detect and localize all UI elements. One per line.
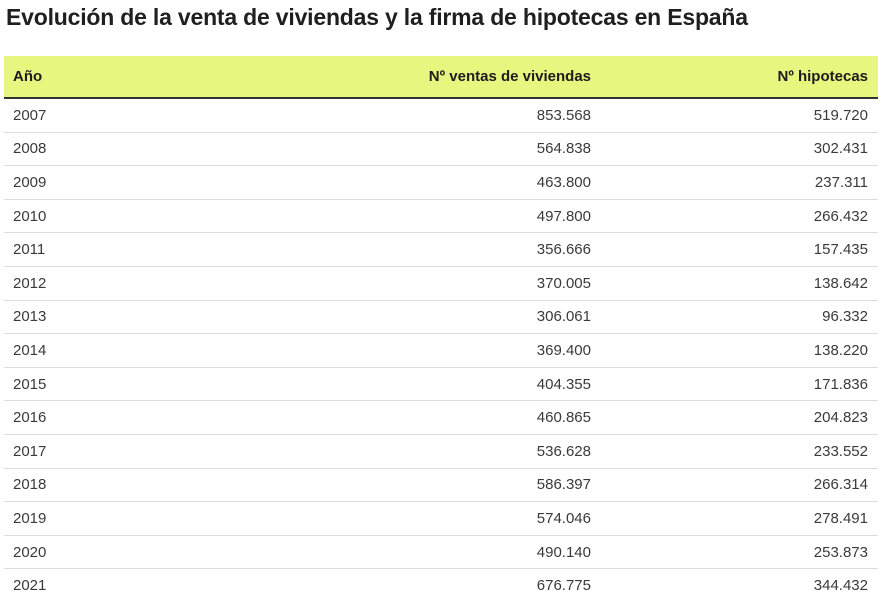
table-row: 2014 369.400 138.220 xyxy=(4,333,878,368)
cell-sales: 676.775 xyxy=(536,577,591,595)
cell-mortgages: 204.823 xyxy=(599,400,878,435)
table-row: 2021 676.775 344.432 xyxy=(4,569,878,602)
cell-year: 2015 xyxy=(4,367,201,402)
table-body: 2007 853.568 519.720 2008 564.838 302.431 2009… xyxy=(4,98,878,602)
column-header-year: Año xyxy=(4,56,201,99)
table-row: 2017 536.628 233.552 xyxy=(4,434,878,469)
cell-year: 2019 xyxy=(4,501,201,536)
cell-sales: 574.046 xyxy=(201,501,599,536)
cell-sales: 404.355 xyxy=(201,367,599,402)
cell-year: 2010 xyxy=(4,199,201,234)
table-row: 2019 574.046 278.491 xyxy=(4,501,878,536)
table-row: 2016 460.865 204.823 xyxy=(4,400,878,435)
table-row: 2007 853.568 519.720 xyxy=(4,98,878,133)
cell-mortgages: 344.432 xyxy=(813,577,868,595)
cell-mortgages: 138.220 xyxy=(599,333,878,368)
table-row: 2011 356.666 157.435 xyxy=(4,232,878,267)
cell-mortgages: 266.432 xyxy=(599,199,878,234)
cell-mortgages: 278.491 xyxy=(599,501,878,536)
table-row: 2018 586.397 266.314 xyxy=(4,468,878,503)
table-row: 2015 404.355 171.836 xyxy=(4,367,878,402)
cell-year: 2011 xyxy=(4,232,201,267)
cell-sales: 853.568 xyxy=(201,98,599,133)
column-header-sales: Nº ventas de viviendas xyxy=(201,56,599,99)
cell-mortgages: 266.314 xyxy=(599,468,878,503)
cell-year: 2013 xyxy=(4,300,201,335)
cell-mortgages: 96.332 xyxy=(599,300,878,335)
cell-year: 2017 xyxy=(4,434,201,469)
cell-sales: 586.397 xyxy=(201,468,599,503)
cell-year: 2021 xyxy=(13,577,47,595)
cell-sales: 536.628 xyxy=(201,434,599,469)
cell-mortgages: 253.873 xyxy=(599,535,878,570)
cell-year: 2014 xyxy=(4,333,201,368)
cell-sales: 460.865 xyxy=(201,400,599,435)
data-table: Año Nº ventas de viviendas Nº hipotecas … xyxy=(4,56,878,602)
cell-sales: 564.838 xyxy=(201,132,599,167)
table-row: 2008 564.838 302.431 xyxy=(4,132,878,167)
cell-sales: 463.800 xyxy=(201,165,599,200)
table-row: 2010 497.800 266.432 xyxy=(4,199,878,234)
table-row: 2013 306.061 96.332 xyxy=(4,300,878,335)
table-row: 2020 490.140 253.873 xyxy=(4,535,878,570)
cell-mortgages: 157.435 xyxy=(599,232,878,267)
cell-sales: 370.005 xyxy=(201,266,599,301)
cell-year: 2016 xyxy=(4,400,201,435)
cell-year: 2008 xyxy=(4,132,201,167)
cell-mortgages: 171.836 xyxy=(599,367,878,402)
page-title: Evolución de la venta de viviendas y la … xyxy=(6,4,748,30)
cell-sales: 356.666 xyxy=(201,232,599,267)
cell-mortgages: 233.552 xyxy=(599,434,878,469)
cell-mortgages: 302.431 xyxy=(599,132,878,167)
cell-year: 2020 xyxy=(4,535,201,570)
table-row: 2009 463.800 237.311 xyxy=(4,165,878,200)
cell-sales: 490.140 xyxy=(201,535,599,570)
cell-mortgages: 138.642 xyxy=(599,266,878,301)
table-header-row: Año Nº ventas de viviendas Nº hipotecas xyxy=(4,56,878,99)
cell-mortgages: 519.720 xyxy=(599,98,878,133)
cell-year: 2007 xyxy=(4,98,201,133)
cell-sales: 306.061 xyxy=(201,300,599,335)
table-row: 2012 370.005 138.642 xyxy=(4,266,878,301)
cell-mortgages: 237.311 xyxy=(599,165,878,200)
cell-year: 2009 xyxy=(4,165,201,200)
cell-year: 2012 xyxy=(4,266,201,301)
cell-year: 2018 xyxy=(4,468,201,503)
column-header-mortgages: Nº hipotecas xyxy=(599,56,878,99)
cell-sales: 369.400 xyxy=(201,333,599,368)
cell-sales: 497.800 xyxy=(201,199,599,234)
